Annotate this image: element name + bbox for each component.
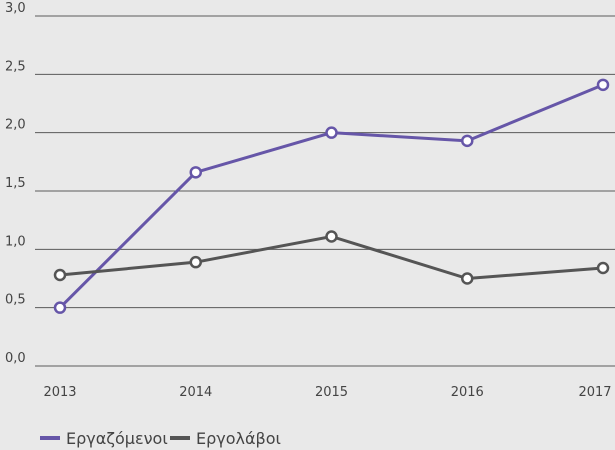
series-line	[59, 234, 604, 281]
point	[189, 255, 202, 269]
y-tick-label: 2,0	[5, 118, 26, 133]
y-tick-label: 2,5	[5, 59, 26, 74]
point	[325, 230, 338, 243]
y-tick-label: 3,0	[5, 1, 26, 16]
legend-label: Εργαζόμενοι	[66, 429, 168, 448]
point	[596, 261, 610, 275]
point	[189, 166, 202, 179]
y-tick-label: 1,5	[5, 176, 26, 191]
y-tick-label: 0,5	[5, 293, 26, 308]
point	[53, 301, 67, 314]
legend-label: Εργολάβοι	[196, 429, 281, 448]
x-tick-label: 2013	[43, 385, 76, 400]
y-tick-label: 1,0	[5, 234, 26, 249]
x-tick-label: 2017	[578, 385, 611, 400]
x-tick-label: 2016	[451, 385, 484, 400]
y-tick-label: 0,0	[5, 351, 26, 366]
x-tick-label: 2014	[179, 385, 212, 400]
point	[53, 268, 67, 282]
point	[461, 272, 474, 285]
x-tick-label: 2015	[315, 385, 348, 400]
point	[596, 78, 610, 92]
point	[461, 134, 474, 148]
point	[325, 126, 338, 139]
